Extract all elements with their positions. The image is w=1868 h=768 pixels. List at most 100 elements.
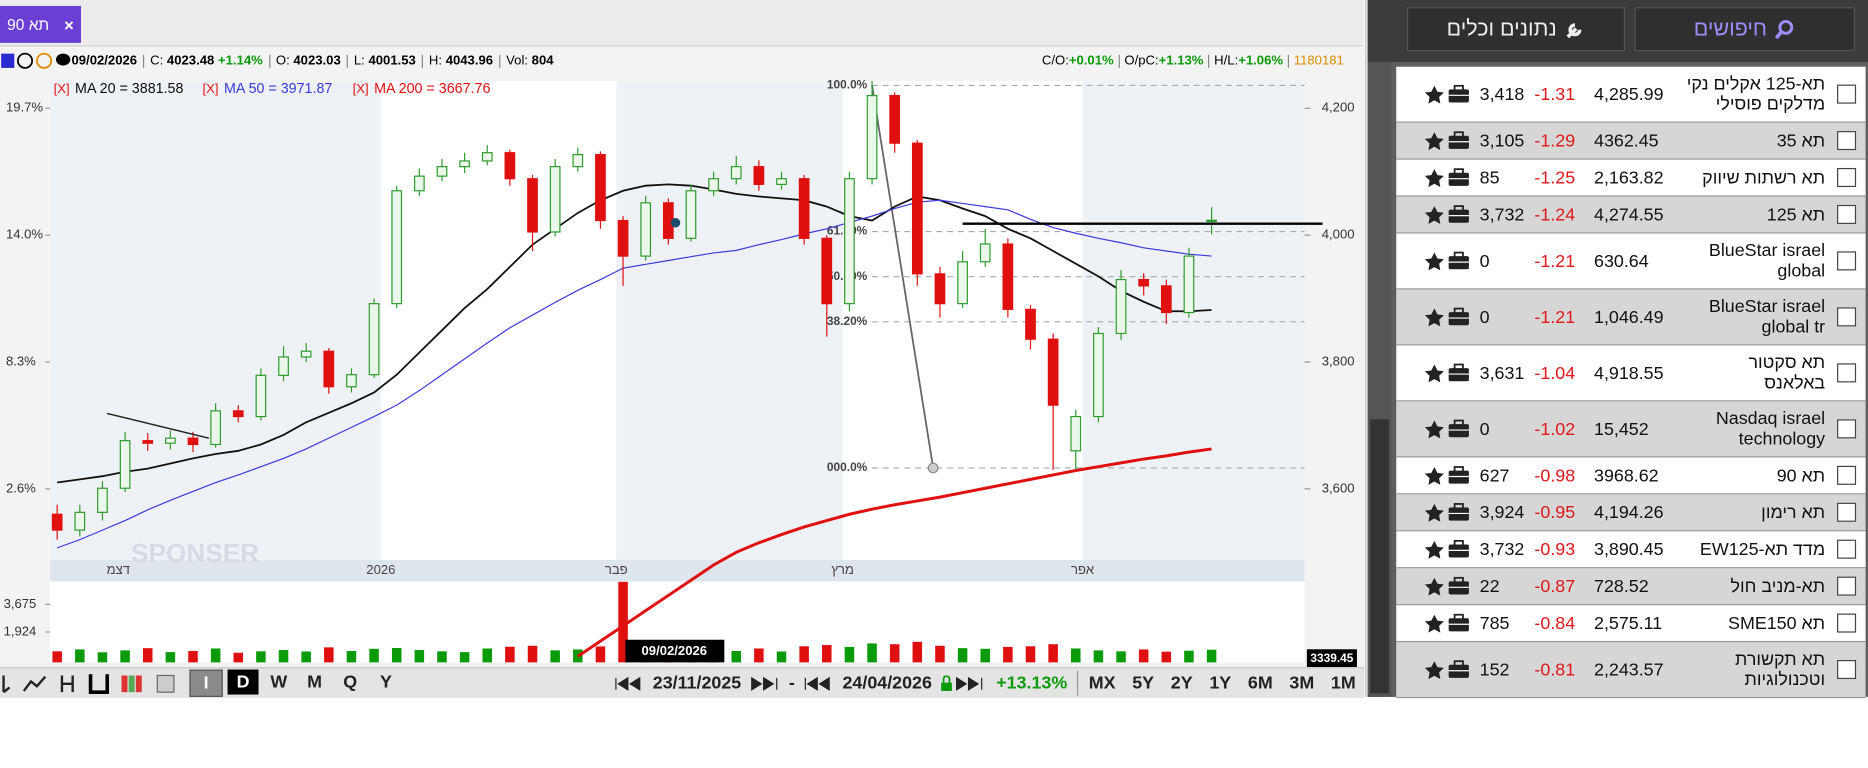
candle-body xyxy=(232,410,244,418)
checkbox[interactable] xyxy=(1837,363,1857,383)
watch-row[interactable]: תא סקטור באלאנס 4,918.55 -1.04 3,631 xyxy=(1396,345,1866,402)
volume-bar xyxy=(75,649,85,663)
tool-icon[interactable] xyxy=(121,674,128,692)
candle-body xyxy=(1160,285,1172,314)
watch-row[interactable]: תא-125 אקלים נקי מדלקים פוסילי 4,285.99 -1… xyxy=(1396,66,1866,123)
row-icon[interactable] xyxy=(1422,84,1470,104)
checkbox[interactable] xyxy=(1837,131,1857,151)
checkbox[interactable] xyxy=(1837,659,1857,680)
row-icon[interactable] xyxy=(1422,168,1470,188)
watch-row[interactable]: BlueStar israel global tr 1,046.49 -1.21 0 xyxy=(1396,289,1866,346)
watch-row[interactable]: תא רימון 4,194.26 -0.95 3,924 xyxy=(1396,494,1866,532)
volume-bar xyxy=(822,645,832,663)
watch-row[interactable]: תא 35 4362.45 -1.29 3,105 xyxy=(1396,122,1866,160)
volume-tick-label: 3,675 xyxy=(4,596,37,611)
row-icon[interactable] xyxy=(1422,613,1470,633)
checkbox[interactable] xyxy=(1837,251,1857,271)
row-icon[interactable] xyxy=(1422,205,1470,224)
watch-row[interactable]: תא SME150 2,575.11 -0.84 785 xyxy=(1396,605,1866,643)
row-icon[interactable] xyxy=(1422,466,1470,485)
tool-icon[interactable] xyxy=(60,674,74,692)
row-icon[interactable] xyxy=(1422,539,1470,559)
row-icon[interactable] xyxy=(1422,251,1470,271)
interval-button[interactable]: W xyxy=(270,671,288,693)
range-button[interactable]: 2Y xyxy=(1170,673,1193,694)
search-button[interactable]: חיפושים xyxy=(1634,7,1855,52)
icon[interactable] xyxy=(36,52,53,69)
watch-row[interactable]: תא תקשורת וטכנולוגיות 2,243.57 -0.81 152 xyxy=(1396,642,1866,699)
checkbox[interactable] xyxy=(1837,539,1857,559)
icon[interactable] xyxy=(55,53,71,66)
watch-row[interactable]: מדד תא-EW125 3,890.45 -0.93 3,732 xyxy=(1396,531,1866,569)
tool-icon[interactable] xyxy=(156,674,175,693)
from-date[interactable]: 23/11/2025 xyxy=(652,673,742,694)
range-button[interactable]: 3M xyxy=(1289,673,1315,694)
interval-button[interactable]: Q xyxy=(343,671,358,693)
range-button[interactable]: 5Y xyxy=(1132,673,1155,694)
volume-bar xyxy=(278,650,289,663)
change: -1.04 xyxy=(1534,362,1576,384)
row-icon[interactable] xyxy=(1422,660,1470,680)
icon[interactable] xyxy=(16,52,34,69)
interval-button[interactable]: I xyxy=(189,669,223,697)
checkbox[interactable] xyxy=(1837,576,1857,596)
volume-bar xyxy=(618,581,628,663)
candle-body xyxy=(685,190,697,239)
row-icon[interactable] xyxy=(1422,131,1470,151)
checkbox[interactable] xyxy=(1837,204,1857,224)
tab[interactable]: תא 90 × xyxy=(0,5,82,43)
nav[interactable] xyxy=(803,675,834,692)
tool-icon[interactable] xyxy=(135,674,142,692)
checkbox[interactable] xyxy=(1837,613,1857,633)
change: -0.95 xyxy=(1534,502,1576,523)
range-button[interactable]: 6M xyxy=(1247,673,1273,694)
legend-entry: MA 50 = 3971.87 xyxy=(224,81,332,97)
nav[interactable] xyxy=(940,674,988,692)
scroll-thumb[interactable] xyxy=(1370,419,1390,694)
interval-button[interactable]: D xyxy=(227,669,259,695)
candle-body xyxy=(1183,255,1195,314)
tool-icon[interactable] xyxy=(22,675,47,692)
row-icon[interactable] xyxy=(1422,363,1470,383)
tool-icon[interactable] xyxy=(128,674,135,692)
nav[interactable] xyxy=(613,675,644,692)
tool-icon[interactable] xyxy=(2,674,11,693)
candle-body xyxy=(119,440,131,489)
tools-button[interactable]: נתונים וכלים xyxy=(1406,7,1625,52)
row-icon[interactable] xyxy=(1422,307,1470,327)
icon[interactable] xyxy=(1,53,15,68)
watch-row[interactable]: BlueStar israel global 630.64 -1.21 0 xyxy=(1396,233,1866,290)
row-icon[interactable] xyxy=(1422,576,1470,596)
change: -1.25 xyxy=(1534,167,1576,188)
checkbox[interactable] xyxy=(1837,465,1857,485)
instrument-name: תא רימון xyxy=(1761,502,1826,523)
range-button[interactable]: MX xyxy=(1088,673,1116,694)
row-icon[interactable] xyxy=(1422,419,1470,439)
watch-row[interactable]: תא-מניב חול 728.52 -0.87 22 xyxy=(1396,568,1866,606)
checkbox[interactable] xyxy=(1837,307,1857,327)
row-icons xyxy=(1422,419,1470,439)
checkbox[interactable] xyxy=(1837,84,1857,104)
watch-row[interactable]: תא רשתות שיווק 2,163.82 -1.25 85 xyxy=(1396,159,1866,197)
interval-button[interactable]: Y xyxy=(380,671,392,693)
scrollbar[interactable] xyxy=(1367,61,1392,697)
nav[interactable] xyxy=(750,675,781,692)
interval-button[interactable]: M xyxy=(307,671,322,693)
checkbox[interactable] xyxy=(1837,502,1857,522)
row-icons xyxy=(1422,466,1470,485)
legend-close: [X] xyxy=(203,81,219,96)
range-button[interactable]: 1Y xyxy=(1209,673,1232,694)
row-icon[interactable] xyxy=(1422,503,1470,522)
checkbox[interactable] xyxy=(1837,419,1857,439)
candle-body xyxy=(979,243,991,263)
checkbox[interactable] xyxy=(1837,167,1857,188)
tab-close[interactable]: × xyxy=(64,14,74,34)
watch-row[interactable]: תא 125 4,274.55 -1.24 3,732 xyxy=(1396,196,1866,234)
watch-row[interactable]: תא 90 3968.62 -0.98 627 xyxy=(1396,457,1866,495)
change: -1.24 xyxy=(1534,204,1576,225)
row-icons xyxy=(1422,503,1470,522)
watch-row[interactable]: Nasdaq israel technology 15,452 -1.02 0 xyxy=(1396,401,1866,458)
tool-icon[interactable] xyxy=(88,673,110,694)
to-date[interactable]: 24/04/2026 xyxy=(842,673,932,694)
range-button[interactable]: 1M xyxy=(1330,673,1356,694)
